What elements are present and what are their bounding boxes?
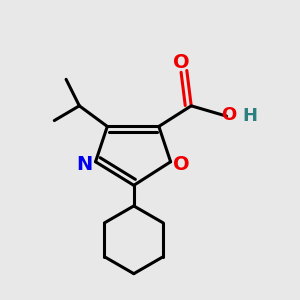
Text: N: N [76,154,92,174]
Text: O: O [172,53,189,72]
Text: O: O [221,106,236,124]
Text: H: H [243,107,258,125]
Text: O: O [173,154,190,174]
